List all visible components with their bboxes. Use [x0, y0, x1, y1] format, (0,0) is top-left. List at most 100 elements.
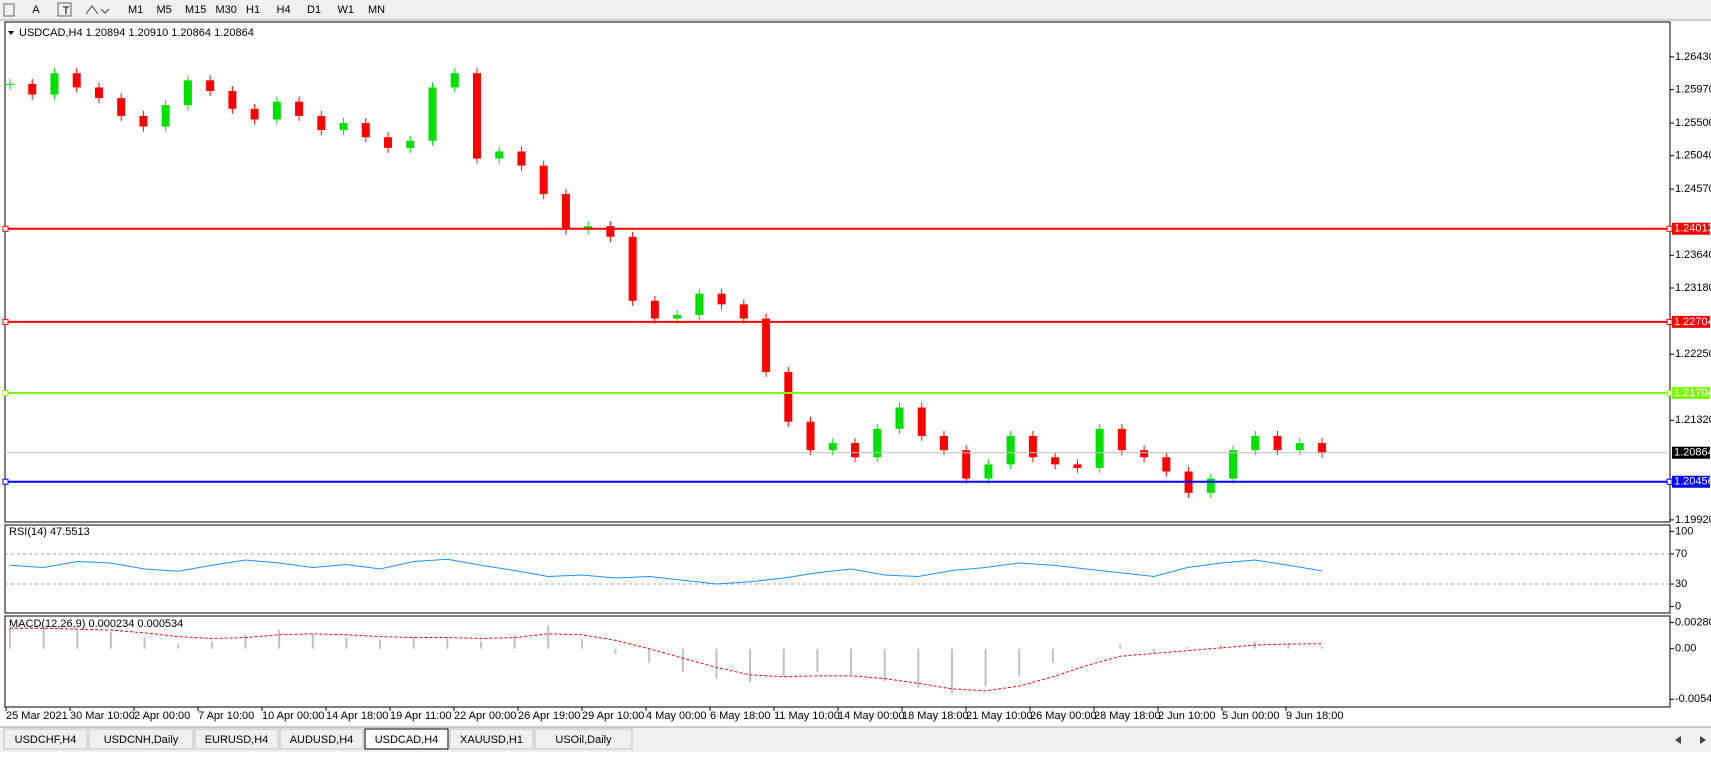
timeframe-button[interactable]: M1: [128, 4, 143, 16]
macd-bar: [580, 639, 583, 649]
candle: [628, 236, 637, 301]
candle: [1095, 428, 1104, 468]
candle: [1117, 428, 1126, 451]
macd-bar: [311, 633, 314, 649]
x-tick-label: 22 Apr 00:00: [454, 710, 516, 722]
tool-button[interactable]: A: [32, 4, 40, 16]
level-label-box: [1672, 475, 1710, 488]
x-tick-label: 14 May 00:00: [838, 710, 905, 722]
y-tick-label: 1.22250: [1675, 348, 1711, 360]
level-handle[interactable]: [2, 478, 9, 485]
candle: [1006, 435, 1015, 465]
tab[interactable]: [3, 728, 88, 750]
macd-bar: [513, 634, 516, 649]
timeframe-button[interactable]: M15: [185, 4, 206, 16]
level-label-box: [1672, 386, 1710, 399]
candle: [6, 83, 14, 85]
level-handle[interactable]: [1666, 225, 1673, 232]
tab-label[interactable]: AUDUSD,H4: [290, 734, 354, 746]
y-tick-label: 1.23640: [1675, 249, 1711, 261]
active-tab[interactable]: [364, 728, 449, 750]
level-handle[interactable]: [2, 318, 9, 325]
level-handle[interactable]: [1666, 478, 1673, 485]
candle: [228, 90, 237, 109]
macd-bar: [1287, 643, 1290, 649]
chart-window: [0, 22, 1711, 708]
candle: [606, 226, 615, 237]
x-tick-label: 26 May 00:00: [1030, 710, 1097, 722]
macd-bar: [850, 648, 853, 675]
timeframe-button[interactable]: W1: [338, 4, 355, 16]
timeframe-button[interactable]: H4: [277, 4, 291, 16]
crosshair-icon[interactable]: [3, 3, 15, 17]
tab[interactable]: [88, 728, 194, 750]
rsi-title: RSI(14) 47.5513: [9, 526, 90, 538]
tab[interactable]: [194, 728, 279, 750]
candle: [1051, 457, 1060, 465]
candle: [139, 115, 148, 127]
level-label: 1.24013: [1674, 223, 1711, 235]
level-handle[interactable]: [1666, 389, 1673, 396]
tab-label[interactable]: USDCAD,H4: [375, 734, 439, 746]
level-handle[interactable]: [2, 225, 9, 232]
timeframe-button[interactable]: H1: [246, 4, 260, 16]
macd-bar: [1119, 644, 1122, 649]
macd-bar: [648, 648, 651, 663]
macd-tick-label: -0.005418: [1675, 693, 1711, 705]
macd-bar: [1051, 648, 1054, 663]
tab[interactable]: [449, 728, 534, 750]
macd-bar: [984, 648, 987, 687]
candle: [1162, 457, 1171, 472]
shapes-icon[interactable]: [85, 5, 110, 15]
candle: [873, 428, 882, 458]
timeframe-button[interactable]: M5: [157, 4, 172, 16]
macd-bar: [614, 648, 617, 654]
level-handle[interactable]: [1666, 318, 1673, 325]
x-tick-label: 19 Apr 11:00: [390, 710, 452, 722]
candle: [295, 101, 304, 116]
macd-bar: [345, 637, 348, 649]
text-label-icon[interactable]: [57, 2, 72, 17]
tab-label[interactable]: EURUSD,H4: [205, 734, 269, 746]
macd-bar: [177, 644, 180, 649]
level-handle[interactable]: [2, 389, 9, 396]
tab-label[interactable]: USOil,Daily: [555, 734, 612, 746]
tab-label[interactable]: USDCHF,H4: [15, 734, 77, 746]
candle: [72, 73, 81, 88]
candle: [717, 293, 726, 305]
macd-bar: [1186, 646, 1189, 649]
rsi-tick-label: 70: [1675, 548, 1687, 560]
candle: [962, 450, 971, 479]
tab-label[interactable]: XAUUSD,H1: [460, 734, 523, 746]
macd-bar: [917, 648, 920, 688]
x-tick-label: 26 Apr 19:00: [518, 710, 580, 722]
timeframe-button[interactable]: D1: [307, 4, 321, 16]
macd-tick-label: 0.00: [1675, 643, 1696, 655]
tab[interactable]: [279, 728, 364, 750]
candle: [472, 73, 481, 159]
candle: [1073, 464, 1082, 468]
timeframe-button[interactable]: M30: [216, 4, 237, 16]
candle: [517, 151, 526, 166]
tab-label[interactable]: USDCNH,Daily: [104, 734, 179, 746]
candle: [762, 318, 771, 372]
level-label-box: [1672, 315, 1710, 328]
x-tick-label: 4 May 00:00: [646, 710, 707, 722]
timeframe-button[interactable]: MN: [368, 4, 385, 16]
candle: [206, 80, 215, 91]
macd-bar: [681, 648, 684, 673]
y-tick-label: 1.24570: [1675, 183, 1711, 195]
x-tick-label: 5 Jun 00:00: [1222, 710, 1280, 722]
candle: [384, 137, 393, 148]
x-tick-label: 2 Jun 10:00: [1158, 710, 1216, 722]
candle: [1273, 435, 1282, 451]
tab[interactable]: [534, 728, 633, 750]
symbol-menu-arrow[interactable]: [8, 31, 14, 35]
candle: [450, 73, 459, 88]
text-icon-glyph: T: [63, 5, 70, 17]
macd-title: MACD(12,26,9) 0.000234 0.000534: [9, 618, 183, 630]
macd-bar: [446, 638, 449, 649]
y-tick-label: 1.25970: [1675, 83, 1711, 95]
